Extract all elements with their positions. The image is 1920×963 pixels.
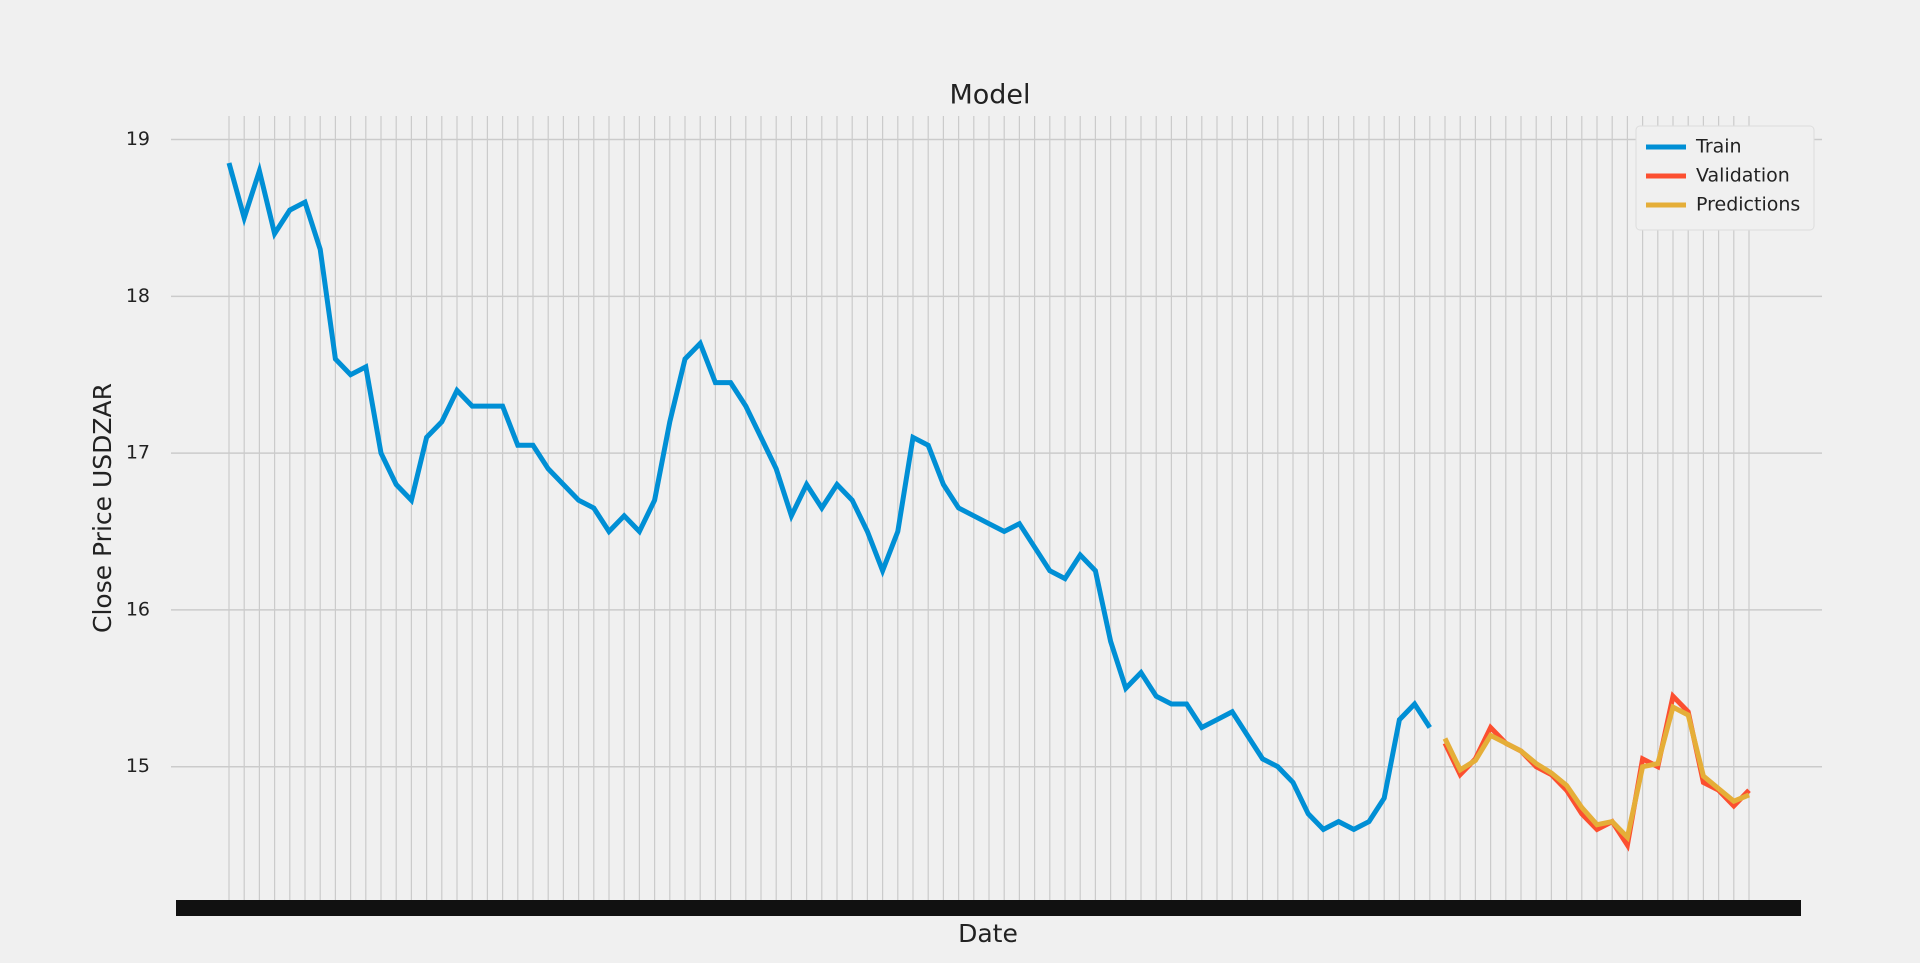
legend-label: Predictions (1696, 194, 1800, 216)
y-tick-label: 16 (126, 598, 150, 620)
y-tick-label: 15 (126, 755, 150, 777)
y-tick-label: 19 (126, 128, 150, 150)
y-axis-label: Close Price USDZAR (88, 383, 117, 633)
y-tick-label: 18 (126, 285, 150, 307)
x-tick-labels-overlap (176, 900, 1801, 916)
chart-title: Model (949, 80, 1030, 111)
x-axis-label: Date (958, 919, 1018, 948)
series-line (226, 161, 1432, 833)
y-tick-label: 17 (126, 442, 150, 464)
series-line (1442, 703, 1750, 843)
legend-label: Train (1695, 136, 1742, 158)
legend-label: Validation (1696, 165, 1790, 187)
